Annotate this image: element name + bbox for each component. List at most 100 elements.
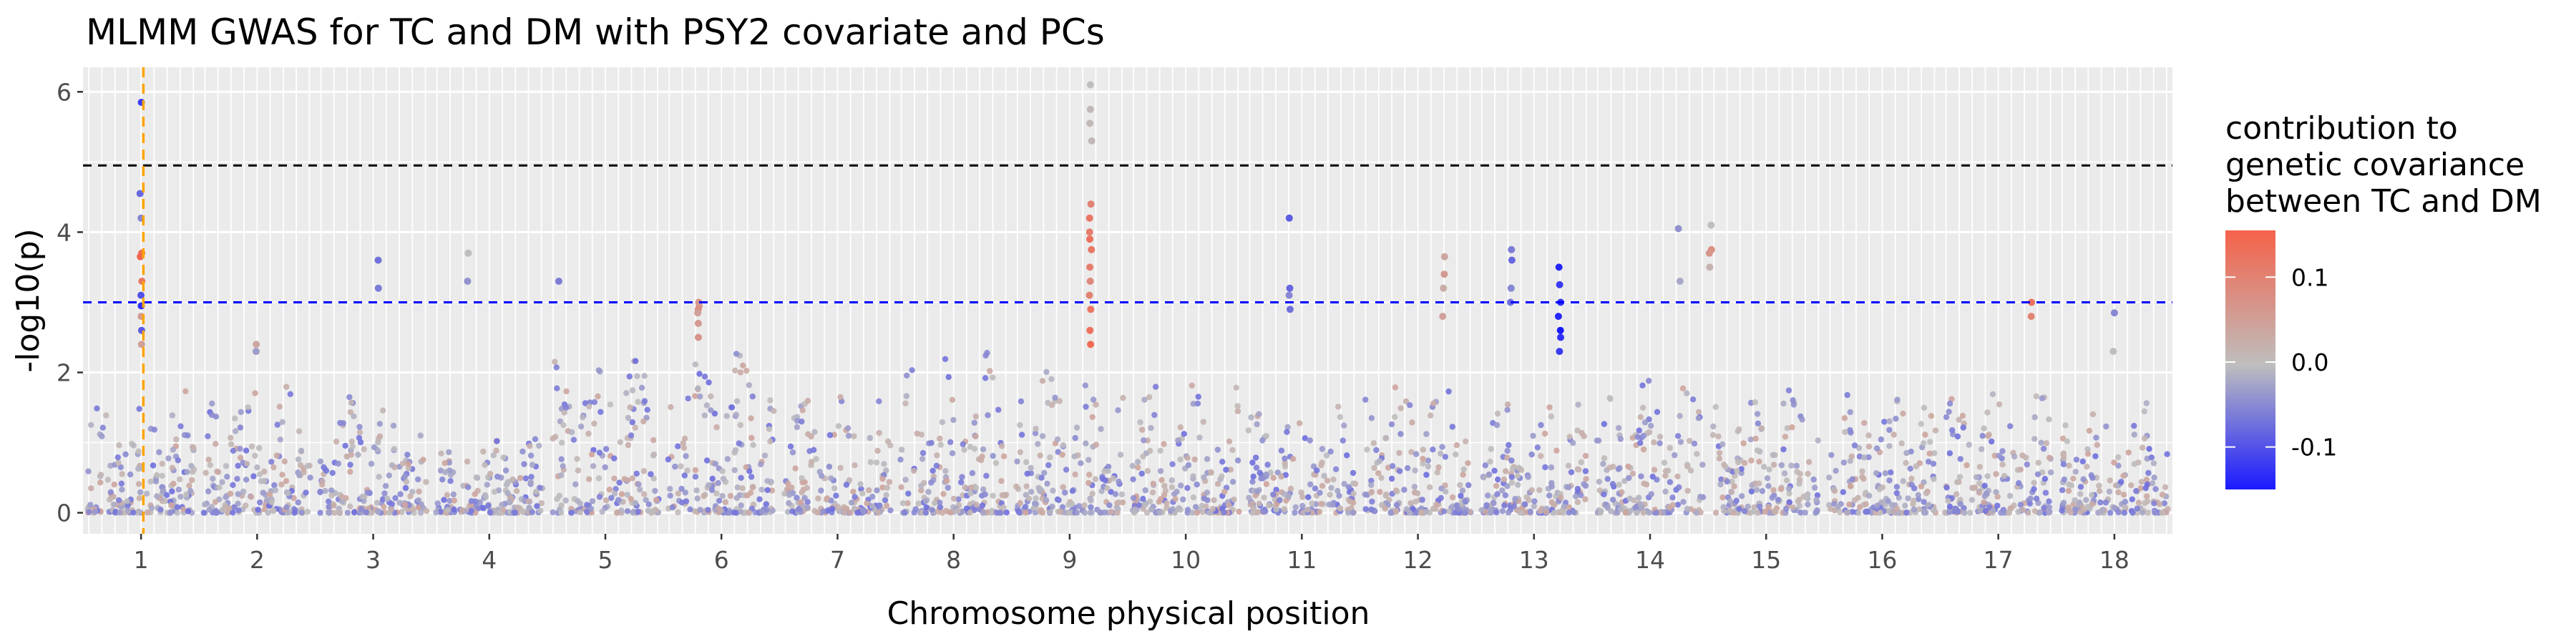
snp-point <box>628 432 635 439</box>
snp-point <box>529 462 536 468</box>
snp-point <box>586 404 592 410</box>
peak-snp-point <box>136 190 144 197</box>
snp-point <box>2068 482 2075 489</box>
snp-point <box>97 472 104 478</box>
snp-point <box>1828 506 1834 512</box>
snp-point <box>1797 509 1804 516</box>
snp-point <box>2039 395 2046 401</box>
snp-point <box>156 449 162 456</box>
snp-point <box>2161 500 2168 507</box>
snp-point <box>1923 490 1930 497</box>
snp-point <box>433 509 439 516</box>
snp-point <box>1146 394 1153 401</box>
snp-point <box>692 467 699 474</box>
snp-point <box>1609 497 1616 503</box>
snp-point <box>876 429 882 436</box>
snp-point <box>590 463 597 469</box>
snp-point <box>415 504 421 511</box>
snp-point <box>1717 481 1724 488</box>
snp-point <box>1538 421 1544 429</box>
snp-point <box>1370 440 1377 447</box>
peak-snp-point <box>1557 333 1564 341</box>
snp-point <box>1317 489 1323 496</box>
snp-point <box>1341 481 1347 487</box>
snp-point <box>1480 474 1487 481</box>
snp-point <box>522 475 529 482</box>
snp-point <box>2033 495 2040 502</box>
snp-point <box>1229 479 1236 485</box>
snp-point <box>968 484 975 491</box>
snp-point <box>325 509 332 516</box>
snp-point <box>1558 507 1566 514</box>
snp-point <box>1684 462 1691 468</box>
snp-point <box>1078 460 1084 467</box>
snp-point <box>1974 474 1980 480</box>
snp-point <box>1734 467 1740 474</box>
snp-point <box>1877 509 1884 516</box>
snp-point <box>1375 470 1382 477</box>
snp-point <box>468 502 475 509</box>
snp-point <box>1150 480 1156 487</box>
snp-point <box>1043 497 1050 504</box>
snp-point <box>2129 509 2136 516</box>
snp-point <box>1578 492 1584 499</box>
snp-point <box>1112 491 1119 497</box>
snp-point <box>898 447 905 453</box>
snp-point <box>232 428 239 434</box>
peak-snp-point <box>1086 326 1094 334</box>
snp-point <box>786 500 792 507</box>
snp-point <box>148 504 155 512</box>
snp-point <box>480 448 487 455</box>
snp-point <box>1752 399 1758 406</box>
snp-point <box>1089 490 1096 497</box>
snp-point <box>904 372 910 379</box>
snp-point <box>949 450 956 457</box>
snp-point <box>441 497 447 503</box>
snp-point <box>1691 440 1698 447</box>
snp-point <box>1601 455 1608 462</box>
snp-point <box>743 367 750 374</box>
snp-point <box>615 497 622 503</box>
snp-point <box>216 484 223 491</box>
snp-point <box>1881 419 1888 425</box>
snp-point <box>937 499 943 506</box>
snp-point <box>2152 509 2159 516</box>
snp-point <box>119 471 125 477</box>
snp-point <box>632 424 638 431</box>
snp-point <box>2065 487 2072 494</box>
snp-point <box>2031 414 2038 421</box>
snp-point <box>611 490 618 497</box>
peak-snp-point <box>1439 313 1447 321</box>
snp-point <box>1219 473 1225 479</box>
snp-point <box>903 393 910 399</box>
snp-point <box>683 498 690 504</box>
snp-point <box>1865 432 1872 439</box>
snp-point <box>451 506 457 513</box>
snp-point <box>1641 419 1649 426</box>
snp-point <box>1156 509 1163 516</box>
snp-point <box>1206 509 1213 516</box>
snp-point <box>135 465 142 472</box>
snp-point <box>626 373 633 380</box>
snp-point <box>1488 446 1494 452</box>
snp-point <box>972 413 980 420</box>
snp-point <box>997 509 1004 516</box>
snp-point <box>409 489 416 495</box>
snp-point <box>1273 487 1279 493</box>
snp-point <box>487 470 494 477</box>
snp-point <box>356 424 363 430</box>
snp-point <box>2046 498 2052 504</box>
snp-point <box>617 439 623 446</box>
snp-point <box>205 457 212 463</box>
snp-point <box>1619 489 1625 495</box>
snp-point <box>680 444 688 451</box>
snp-point <box>1802 509 1808 516</box>
snp-point <box>944 477 950 484</box>
snp-point <box>209 400 215 407</box>
snp-point <box>1953 491 1960 497</box>
snp-point <box>931 499 938 507</box>
snp-point <box>317 489 323 496</box>
snp-point <box>589 498 596 504</box>
snp-point <box>1143 509 1151 516</box>
snp-point <box>85 468 92 474</box>
